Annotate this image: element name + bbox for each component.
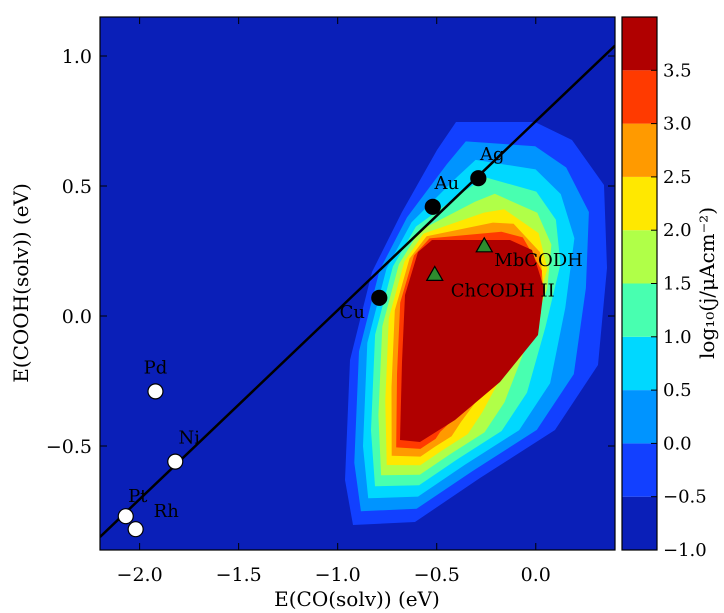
point-ag bbox=[470, 170, 487, 187]
point-label-ag: Ag bbox=[479, 144, 505, 165]
y-axis-label: E(COOH(solv)) (eV) bbox=[9, 183, 33, 383]
colorbar-segment-3 bbox=[622, 336, 657, 391]
x-tick-label: −1.0 bbox=[315, 564, 361, 586]
points-layer: Pd Ni Pt Rh Ag Au Cu MbCODH ChCODH II bbox=[117, 144, 583, 538]
point-ni bbox=[167, 453, 184, 470]
point-label-pd: Pd bbox=[144, 357, 168, 378]
point-au bbox=[424, 198, 441, 215]
x-tick-label: 0.0 bbox=[521, 564, 551, 586]
x-tick-label: −1.5 bbox=[216, 564, 262, 586]
colorbar-tick-label: −1.0 bbox=[663, 540, 707, 561]
point-pt bbox=[117, 508, 134, 525]
colorbar-ticks: −1.0 −0.5 0.0 0.5 1.0 1.5 2.0 2.5 3.0 3.5 bbox=[651, 60, 707, 561]
colorbar-tick-label: 3.0 bbox=[663, 114, 692, 135]
colorbar-segment-1 bbox=[622, 443, 657, 497]
colorbar-segment-5 bbox=[622, 230, 657, 284]
colorbar-tick-label: −0.5 bbox=[663, 487, 707, 508]
y-axis-ticks: −0.5 0.0 0.5 1.0 bbox=[46, 46, 615, 458]
colorbar-segment-9 bbox=[622, 17, 657, 71]
scaling-line bbox=[100, 44, 615, 538]
colorbar-tick-label: 1.0 bbox=[663, 327, 692, 348]
point-label-mbcodh: MbCODH bbox=[494, 250, 583, 271]
point-rh bbox=[127, 521, 144, 538]
point-label-cu: Cu bbox=[340, 302, 365, 323]
colorbar-tick-label: 1.5 bbox=[663, 274, 692, 295]
x-tick-label: −0.5 bbox=[414, 564, 460, 586]
colorbar-segment-2 bbox=[622, 390, 657, 444]
colorbar-tick-label: 3.5 bbox=[663, 60, 692, 81]
point-chcodh-ii bbox=[425, 265, 444, 281]
colorbar-segment-6 bbox=[622, 176, 657, 231]
point-label-pt: Pt bbox=[128, 486, 148, 507]
plot-frame bbox=[99, 16, 616, 551]
contour-band-8 bbox=[400, 240, 544, 442]
point-cu bbox=[371, 289, 388, 306]
colorbar-segment-8 bbox=[622, 70, 657, 124]
colorbar-tick-label: 2.0 bbox=[663, 220, 692, 241]
scaling-line-layer bbox=[100, 44, 615, 538]
point-mbcodh bbox=[475, 236, 494, 253]
colorbar-tick-label: 0.0 bbox=[663, 433, 692, 454]
point-pd bbox=[147, 383, 164, 400]
colorbar bbox=[622, 17, 657, 550]
x-tick-label: −2.0 bbox=[117, 564, 163, 586]
colorbar-segment-4 bbox=[622, 283, 657, 337]
colorbar-tick-label: 0.5 bbox=[663, 380, 692, 401]
colorbar-label: log₁₀(j/μAcm⁻²) bbox=[695, 207, 719, 359]
x-axis-label: E(CO(solv)) (eV) bbox=[274, 587, 440, 611]
y-tick-label: 1.0 bbox=[62, 46, 92, 68]
colorbar-segment-0 bbox=[622, 496, 657, 550]
colorbar-segment-7 bbox=[622, 123, 657, 177]
point-label-chcodh-ii: ChCODH II bbox=[451, 280, 555, 301]
contour-layer bbox=[345, 122, 607, 525]
point-label-ni: Ni bbox=[179, 428, 201, 449]
y-tick-label: −0.5 bbox=[46, 436, 92, 458]
point-label-au: Au bbox=[433, 173, 459, 194]
point-label-rh: Rh bbox=[154, 501, 180, 522]
x-axis-ticks: −2.0 −1.5 −1.0 −0.5 0.0 bbox=[117, 17, 551, 586]
colorbar-tick-label: 2.5 bbox=[663, 167, 692, 188]
y-tick-label: 0.5 bbox=[62, 176, 92, 198]
y-tick-label: 0.0 bbox=[62, 306, 92, 328]
